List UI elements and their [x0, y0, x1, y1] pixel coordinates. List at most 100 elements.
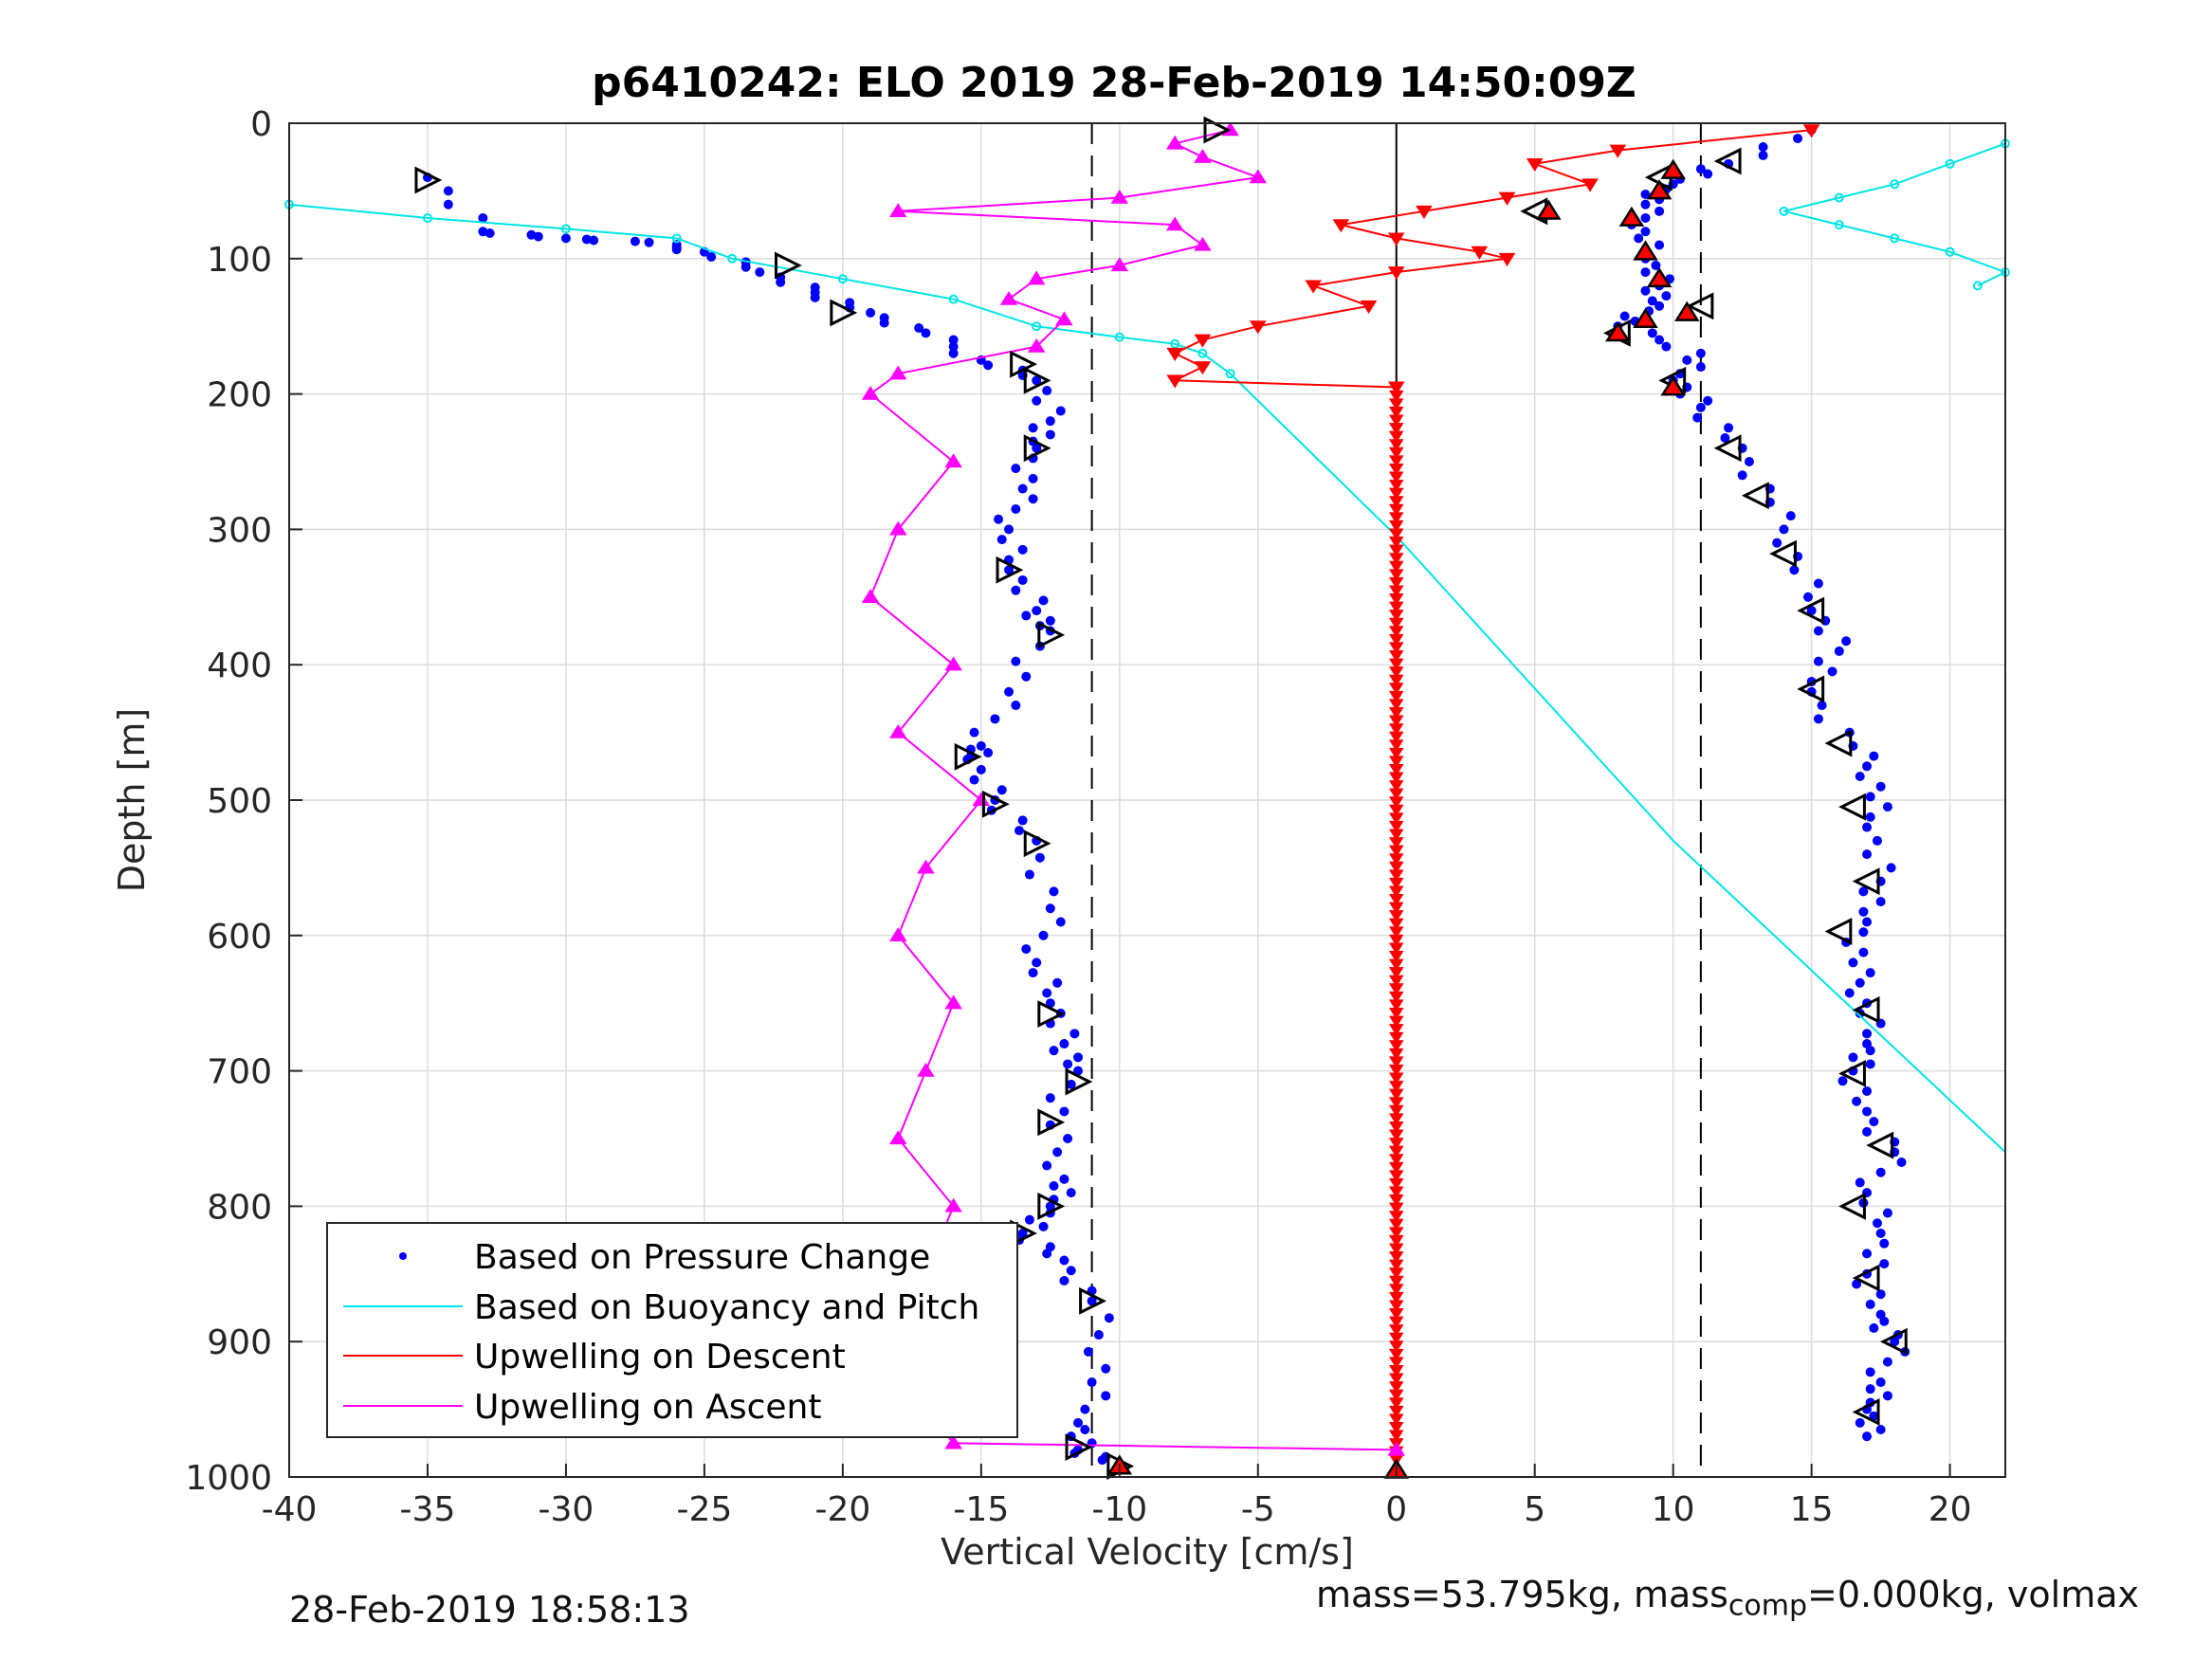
- series-pressure-point: [1862, 1086, 1873, 1097]
- series-descent-dense-point: [1388, 455, 1404, 467]
- series-buoyancy-line: [288, 203, 2006, 1154]
- x-tick-label: -25: [676, 1490, 732, 1529]
- footer-mass-text: mass=53.795kg, mass: [1316, 1574, 1728, 1615]
- series-descent-dense-point: [1388, 1007, 1404, 1020]
- series-pressure-point: [560, 233, 571, 244]
- series-pressure-point: [1011, 701, 1021, 711]
- y-tick-label: 900: [207, 1323, 272, 1362]
- series-descent-dense-point: [1388, 1259, 1404, 1272]
- y-tick-label: 100: [207, 241, 272, 280]
- series-pressure-point: [1647, 296, 1657, 306]
- series-descent-dense-point: [1388, 1324, 1404, 1337]
- series-pressure-point: [1055, 406, 1066, 416]
- series-pressure-point: [581, 234, 592, 245]
- series-descent-dense-point: [1388, 715, 1404, 728]
- series-descent-dense-point: [1388, 1267, 1404, 1280]
- series-descent-dense-point: [1388, 642, 1404, 654]
- series-descent-dense-point: [1388, 674, 1404, 687]
- series-descent-dense-point: [1388, 877, 1404, 890]
- series-pressure-point: [1640, 285, 1651, 296]
- series-descent-dense-point: [1388, 763, 1404, 776]
- series-pressure-point: [1758, 141, 1768, 152]
- series-descent-dense-point: [1388, 902, 1404, 915]
- y-tick-label: 800: [207, 1188, 272, 1227]
- series-descent-dense-point: [1388, 463, 1404, 476]
- series-pressure-point: [914, 322, 924, 333]
- series-descent-point: [1387, 266, 1405, 281]
- series-pressure-point: [589, 235, 599, 246]
- y-tick-label: 600: [207, 918, 272, 957]
- markers-layer: [414, 116, 1908, 1481]
- series-pressure-point: [1789, 565, 1800, 575]
- series-descent-dense-point: [1388, 861, 1404, 874]
- series-descent-dense-point: [1388, 1291, 1404, 1304]
- series-descent-dense-point: [1388, 406, 1404, 419]
- series-pressure-point: [1875, 897, 1886, 907]
- series-buoyancy-ascent-line: [1783, 142, 2008, 287]
- series-pressure-point: [1724, 423, 1734, 433]
- series-buoyancy-point: [948, 294, 959, 304]
- series-pressure-point: [1855, 772, 1865, 782]
- series-descent-dense-point: [1388, 439, 1404, 451]
- series-buoyancy-ascent-point: [1945, 158, 1955, 169]
- series-pressure-point: [1028, 473, 1038, 483]
- x-tick-label: -40: [262, 1490, 318, 1529]
- series-pressure-point: [879, 318, 889, 328]
- x-tick-label: -10: [1091, 1490, 1147, 1529]
- series-pressure-point: [1869, 1322, 1879, 1333]
- descent-marker: [981, 790, 1010, 818]
- x-tick-label: -30: [539, 1490, 594, 1529]
- series-descent-dense-point: [1388, 1218, 1404, 1231]
- series-pressure-point: [1073, 1417, 1084, 1428]
- series-descent-dense-point: [1388, 487, 1404, 501]
- series-pressure-point: [1872, 1218, 1882, 1229]
- series-pressure-point: [1640, 189, 1651, 199]
- x-tick-label: 10: [1652, 1490, 1695, 1529]
- red-ascent-marker: [1536, 199, 1562, 220]
- legend-label-ascent: Upwelling on Ascent: [474, 1388, 821, 1427]
- series-pressure-point: [1011, 585, 1021, 595]
- y-axis: 0 100 200 300 400 500 600 700 800 900 1000: [185, 105, 302, 1498]
- series-descent-dense-point: [1388, 1381, 1404, 1394]
- series-descent-dense-point: [1388, 1031, 1404, 1045]
- x-tick-label: 0: [1385, 1490, 1407, 1529]
- series-pressure-point: [1758, 150, 1768, 160]
- series-pressure-point: [983, 360, 994, 371]
- series-pressure-point: [1855, 1417, 1865, 1428]
- series-pressure-point: [866, 307, 876, 318]
- series-buoyancy-ascent-point: [1834, 220, 1844, 230]
- series-pressure-point: [644, 237, 654, 247]
- series-pressure-point: [996, 535, 1007, 545]
- series-pressure-point: [1038, 595, 1049, 606]
- series-pressure-point: [1862, 761, 1873, 772]
- series-pressure-point: [1032, 957, 1042, 968]
- series-descent-dense-point: [1388, 999, 1404, 1012]
- series-descent-dense-point: [1388, 1300, 1404, 1312]
- series-descent-dense-point: [1388, 845, 1404, 858]
- series-buoyancy-point: [1114, 332, 1124, 342]
- series-ascent-point: [889, 1130, 907, 1145]
- series-ascent-point: [944, 994, 962, 1010]
- series-pressure-point: [1063, 1059, 1073, 1069]
- series-descent-dense-point: [1388, 1048, 1404, 1061]
- series-descent-dense-point: [1388, 1161, 1404, 1175]
- legend-label-pressure: Based on Pressure Change: [474, 1238, 930, 1277]
- series-pressure-point: [1045, 615, 1055, 626]
- series-pressure-point: [1042, 1249, 1052, 1259]
- series-descent-dense-point: [1388, 820, 1404, 833]
- ascent-marker: [1713, 147, 1742, 175]
- series-pressure-point: [1865, 968, 1875, 978]
- series-pressure-point: [1817, 701, 1827, 711]
- series-pressure-point: [1844, 988, 1855, 998]
- red-ascent-marker: [1674, 301, 1700, 321]
- series-pressure-point: [996, 785, 1007, 795]
- series-buoyancy-ascent-point: [1890, 233, 1900, 244]
- series-descent-dense-point: [1388, 1357, 1404, 1369]
- series-pressure-point: [994, 514, 1004, 524]
- series-pressure-point: [1049, 1046, 1059, 1056]
- series-descent-dense-point: [1388, 894, 1404, 906]
- series-ascent-point: [944, 1197, 962, 1212]
- series-ascent-point: [861, 589, 880, 603]
- series-ascent-point: [1194, 236, 1212, 251]
- series-pressure-point: [1045, 1093, 1055, 1103]
